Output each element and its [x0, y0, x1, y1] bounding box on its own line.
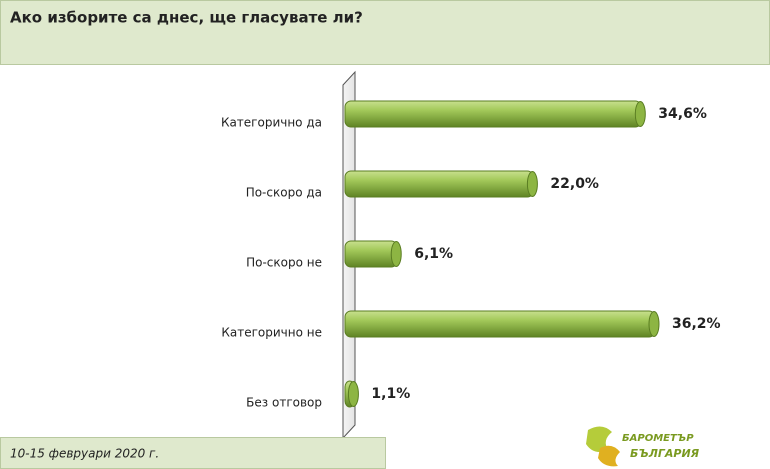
- logo-mark: [586, 426, 612, 452]
- category-label: Категорично да: [221, 116, 322, 130]
- logo-mark: [598, 445, 620, 467]
- bar: [344, 240, 398, 268]
- bar-cap: [347, 381, 359, 407]
- logo-text: БАРОМЕТЪР: [622, 433, 694, 444]
- footnote-box: [0, 437, 386, 469]
- bar: [344, 310, 656, 338]
- data-label: 22,0%: [550, 176, 599, 192]
- category-label: Категорично не: [221, 326, 322, 340]
- category-label: По-скоро не: [246, 256, 322, 270]
- bar-cap: [390, 241, 402, 267]
- category-label: Без отговор: [246, 396, 322, 410]
- header-band: [0, 0, 770, 65]
- bar: [344, 100, 642, 128]
- logo-text: БЪЛГАРИЯ: [630, 447, 700, 460]
- category-label: По-скоро да: [246, 186, 322, 200]
- data-label: 36,2%: [672, 316, 721, 332]
- bar-cap: [526, 171, 538, 197]
- logo: БАРОМЕТЪР БЪЛГАРИЯ: [586, 426, 700, 467]
- chart-title: Ако изборите са днес, ще гласувате ли?: [10, 9, 363, 27]
- data-label: 34,6%: [658, 106, 707, 122]
- data-label: 1,1%: [371, 386, 410, 402]
- bar: [344, 170, 534, 198]
- footnote: 10-15 февруари 2020 г.: [10, 447, 159, 461]
- bar-cap: [634, 101, 646, 127]
- data-label: 6,1%: [414, 246, 453, 262]
- bar-cap: [648, 311, 660, 337]
